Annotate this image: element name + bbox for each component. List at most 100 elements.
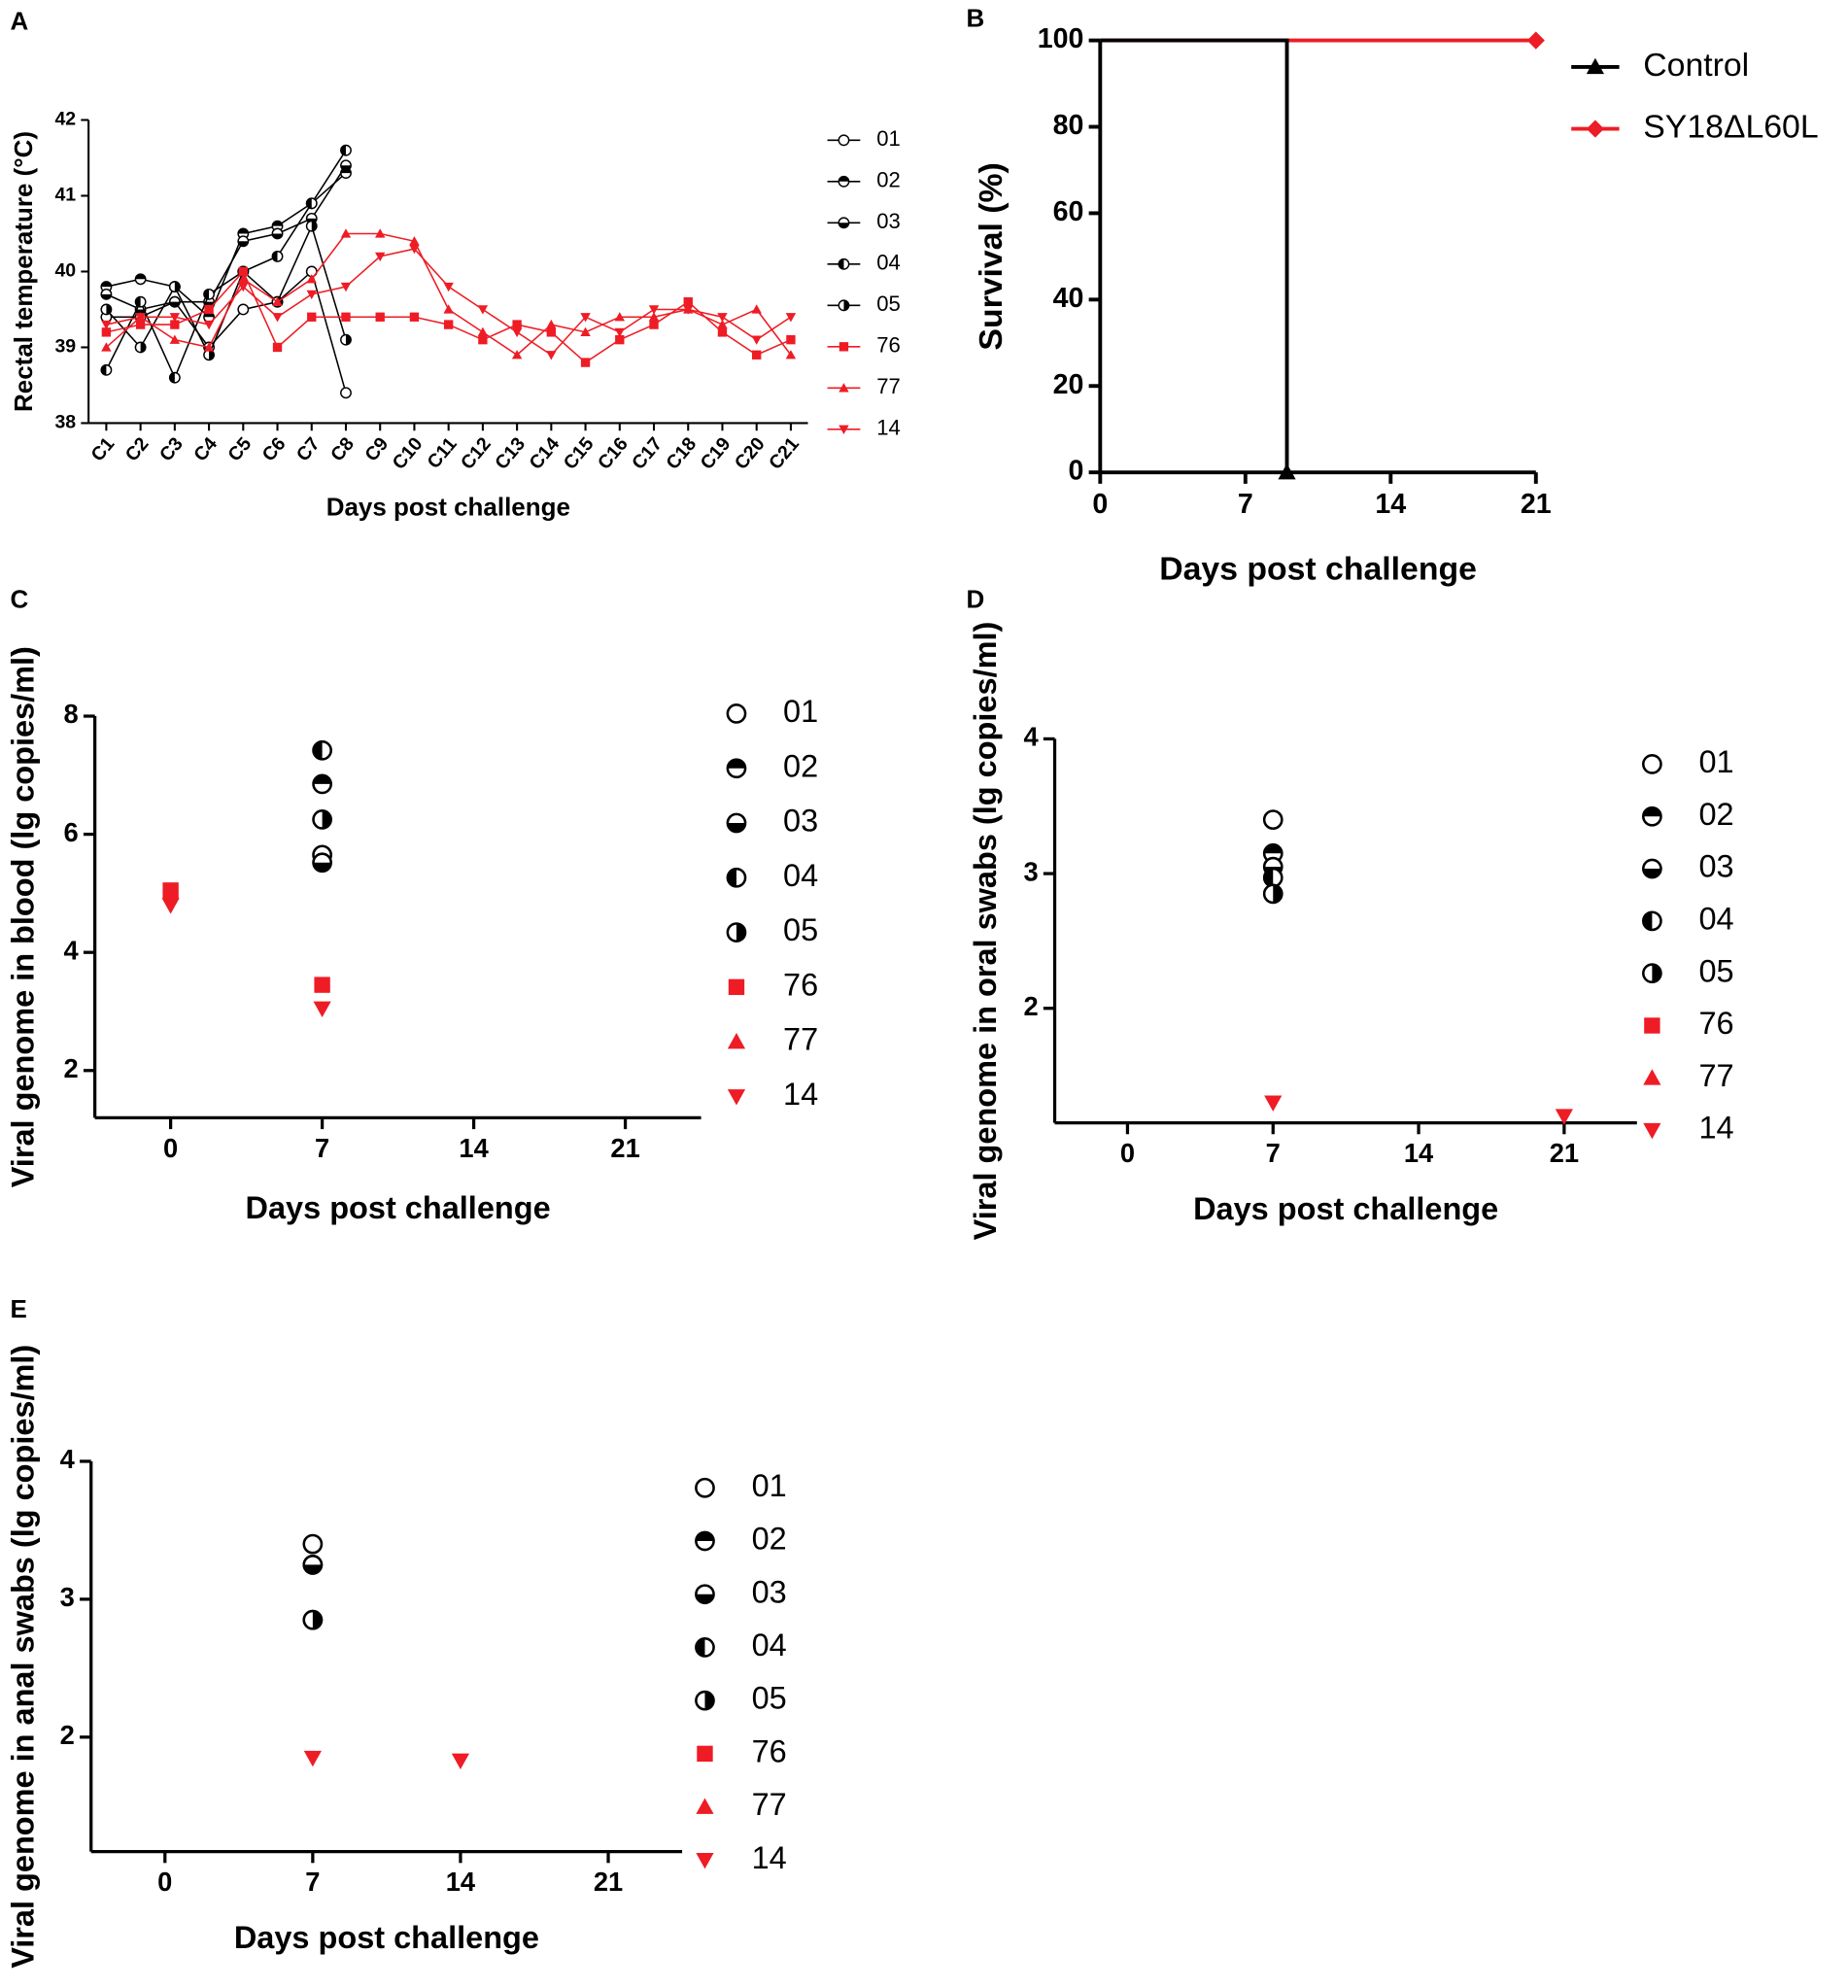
legend-label: 05 — [783, 912, 818, 947]
marker — [726, 703, 747, 724]
marker-body — [838, 425, 849, 435]
marker-body — [648, 305, 660, 315]
marker-half — [106, 304, 112, 315]
legend-label: 76 — [876, 333, 901, 358]
marker — [1642, 805, 1662, 827]
marker — [134, 273, 147, 286]
marker-body — [1555, 1109, 1573, 1125]
x-tick-label: C16 — [594, 433, 633, 474]
marker-body — [695, 1477, 715, 1498]
x-tick-label: 7 — [315, 1133, 329, 1163]
marker — [1642, 963, 1662, 984]
marker — [168, 371, 181, 384]
marker — [1586, 57, 1604, 75]
x-tick-label: C13 — [491, 433, 530, 474]
marker — [271, 250, 284, 262]
marker-half — [1273, 884, 1283, 903]
marker-body — [161, 898, 180, 914]
marker — [271, 227, 284, 240]
marker — [272, 342, 283, 353]
x-tick-label: C18 — [662, 433, 701, 474]
marker-body — [203, 320, 215, 330]
x-tick-label: 7 — [305, 1867, 320, 1897]
x-axis-label: Days post challenge — [1193, 1191, 1498, 1226]
marker — [302, 1533, 324, 1555]
x-tick-label: 14 — [1375, 489, 1406, 520]
marker — [135, 313, 146, 323]
marker — [512, 320, 522, 329]
marker — [161, 898, 180, 914]
marker-body — [696, 1853, 714, 1869]
marker — [1643, 1122, 1661, 1140]
marker-body — [340, 387, 352, 399]
marker-body — [727, 1089, 746, 1106]
marker — [1262, 883, 1283, 905]
marker — [303, 1750, 322, 1767]
x-tick-label: C11 — [424, 433, 462, 473]
marker — [375, 312, 385, 322]
y-tick-label: 2 — [64, 1053, 79, 1083]
marker-body — [785, 313, 797, 323]
panel-label: E — [11, 1294, 27, 1323]
marker — [306, 274, 317, 284]
y-tick-label: 4 — [64, 935, 80, 965]
y-tick-label: 42 — [54, 109, 76, 130]
x-tick-label: C6 — [258, 433, 291, 465]
marker-half — [313, 774, 331, 784]
y-tick-label: 0 — [1069, 456, 1084, 487]
marker — [695, 1690, 715, 1711]
marker-body — [203, 342, 215, 352]
marker-body — [204, 304, 214, 315]
marker-half — [101, 364, 107, 376]
marker-body — [375, 312, 385, 322]
legend-label: 77 — [752, 1787, 787, 1822]
legend-label: 04 — [783, 858, 818, 893]
marker — [695, 1584, 715, 1605]
marker — [614, 327, 625, 338]
marker — [751, 335, 762, 345]
x-tick-label: 14 — [1404, 1138, 1434, 1168]
marker-body — [683, 296, 693, 307]
marker-body — [162, 882, 179, 899]
marker-body — [101, 320, 112, 330]
marker-body — [683, 305, 694, 315]
marker-body — [727, 1033, 746, 1049]
marker — [340, 228, 352, 238]
legend-label: 03 — [876, 209, 901, 233]
legend-label: 04 — [876, 251, 901, 275]
y-tick-label: 4 — [60, 1444, 76, 1474]
marker-half — [306, 198, 312, 209]
marker-body — [511, 327, 523, 338]
marker-body — [1643, 1122, 1661, 1140]
marker — [727, 1089, 746, 1106]
marker — [580, 358, 591, 367]
marker-body — [238, 266, 248, 277]
x-tick-label: 21 — [1521, 489, 1552, 520]
x-tick-label: 21 — [1550, 1138, 1579, 1168]
marker — [580, 326, 591, 337]
marker — [695, 1530, 715, 1552]
marker-body — [752, 350, 762, 360]
legend-label: 77 — [1698, 1058, 1733, 1093]
marker — [838, 299, 850, 312]
marker-body — [477, 326, 489, 337]
marker — [785, 313, 797, 323]
marker — [696, 1798, 714, 1814]
marker — [752, 350, 762, 360]
marker — [580, 313, 591, 323]
marker-half — [727, 869, 736, 887]
marker-body — [726, 703, 747, 724]
legend-label: 02 — [1698, 797, 1733, 832]
marker — [717, 327, 728, 337]
marker — [838, 425, 849, 435]
marker-body — [1278, 463, 1296, 480]
marker — [312, 773, 332, 795]
marker-body — [546, 319, 557, 329]
marker-half — [1643, 807, 1661, 817]
marker — [314, 977, 330, 993]
marker-half — [272, 233, 283, 239]
marker-body — [409, 236, 420, 246]
marker — [648, 312, 660, 322]
marker-body — [272, 313, 283, 323]
marker-half — [838, 258, 844, 270]
